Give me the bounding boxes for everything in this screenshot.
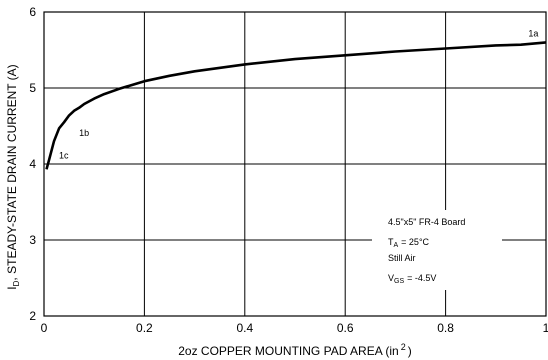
plot-frame — [43, 11, 547, 317]
y-axis-label: ID, STEADY-STATE DRAIN CURRENT (A) — [5, 64, 21, 289]
x-tick-labels: 0 0.2 0.4 0.6 0.8 1 — [41, 321, 548, 335]
series-line — [45, 41, 547, 170]
y-tick-label: 4 — [29, 157, 36, 171]
point-annotations: 1a 1b 1c — [59, 28, 538, 160]
conditions-air: Still Air — [388, 253, 416, 263]
y-tick-label: 6 — [29, 5, 36, 19]
point-annotation: 1b — [79, 128, 89, 138]
conditions-board: 4.5"x5" FR-4 Board — [388, 217, 465, 227]
y-tick-label: 3 — [29, 233, 36, 247]
point-annotation: 1a — [528, 28, 538, 38]
conditions-box-background — [372, 210, 502, 290]
x-tick-label: 0.4 — [236, 321, 253, 335]
point-annotation: 1c — [59, 151, 69, 161]
y-tick-label: 2 — [29, 309, 36, 323]
x-tick-label: 0.8 — [437, 321, 454, 335]
plot-border — [43, 11, 547, 317]
x-tick-label: 0 — [41, 321, 48, 335]
conditions-vgs: VGS = -4.5V — [388, 273, 436, 285]
y-tick-labels: 2 3 4 5 6 — [29, 5, 36, 323]
conditions-ta: TA = 25°C — [388, 237, 430, 249]
x-axis-label: 2oz COPPER MOUNTING PAD AREA (in 2) — [178, 342, 412, 358]
x-tick-label: 1 — [543, 321, 548, 335]
x-tick-label: 0.2 — [136, 321, 153, 335]
y-tick-label: 5 — [29, 81, 36, 95]
x-tick-label: 0.6 — [337, 321, 354, 335]
